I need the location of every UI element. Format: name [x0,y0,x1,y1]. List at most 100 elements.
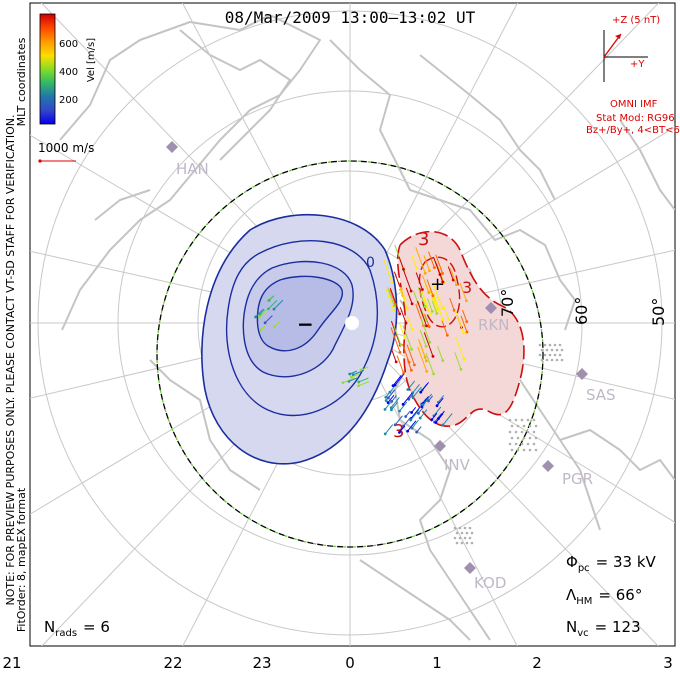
velocity-vector [454,309,465,334]
velocity-vector [434,260,444,283]
velocity-vector [415,247,426,274]
velocity-vector-origin [425,359,428,363]
coordinate-system-label: MLT coordinates [15,37,28,126]
neg-min-marker: − [297,312,314,336]
velocity-vector-origin [398,431,401,434]
radar-fov-dot [528,436,532,440]
velocity-vector [417,287,426,307]
station-label-sas: SAS [586,386,616,404]
velocity-vector-origin [465,299,468,303]
velocity-vector [390,397,400,408]
velocity-vector-origin [424,344,428,348]
radar-fov-dot [460,531,464,535]
velocity-vector-origin [415,266,418,270]
velocity-vector [406,358,412,371]
velocity-vector [390,327,401,353]
radar-count: Nrads = 6 [44,618,110,639]
station-marker-sas [576,368,588,380]
radar-fov-dot [458,536,462,540]
velocity-vector-origin [441,272,444,275]
velocity-vector-origin [392,308,396,312]
velocity-vector [411,419,419,429]
mlt-tick-23: 23 [252,654,271,672]
velocity-vector-origin [459,367,463,371]
radar-fov-dot [516,424,520,428]
velocity-vector-origin [423,271,427,275]
velocity-vector [426,279,434,296]
radar-fov-dot [553,343,557,347]
velocity-vector [407,420,417,432]
velocity-vector [422,393,433,406]
radar-fov-dot [532,430,536,434]
radar-fov-dot [548,343,552,347]
radar-fov-dot [508,442,512,446]
radar-fov-dot [555,358,559,362]
radar-fov-dot [528,424,532,428]
velocity-vector-origin [390,408,393,412]
velocity-vector-origin [441,318,445,322]
velocity-vector-origin [432,266,436,270]
velocity-vector-origin [428,312,432,316]
radar-fov-dot [514,442,518,446]
velocity-vector [425,352,435,375]
velocity-vector [402,268,412,292]
velocity-vector-origin [455,283,458,287]
radar-fov-dot [460,541,464,545]
velocity-vector-origin [413,363,416,367]
velocity-vector-origin [402,267,405,271]
velocity-vector-origin [409,289,413,293]
velocity-vector [442,413,453,426]
velocity-vector [422,275,430,293]
radar-fov-dot [545,358,549,362]
velocity-vector [394,373,405,386]
velocity-vector-origin [462,331,466,335]
velocity-vector [423,255,430,271]
velocity-vector-origin [406,388,410,391]
colorbar-tick-200: 200 [59,95,78,106]
radar-fov-dot [520,430,524,434]
velocity-vector [428,287,435,302]
velocity-vector [422,396,429,404]
station-label-han: HAN [176,160,209,178]
radar-fov-dot [528,448,532,452]
velocity-vector-origin [384,399,388,402]
colorbar-tick-600: 600 [59,39,78,50]
radar-fov-dot [508,418,512,422]
velocity-vector-origin [431,354,435,358]
velocity-vector [441,320,448,336]
neg-cell-core [256,275,344,352]
heppner-maynard-boundary [156,160,544,548]
velocity-vector-origin [415,430,419,434]
radar-fov-dot [468,536,472,540]
velocity-vector [405,287,413,304]
velocity-vector-origin [357,384,360,388]
velocity-vector-origin [425,369,429,373]
lat-label-50: 50° [649,298,668,326]
velocity-vector-origin [263,321,267,325]
radar-fov-dot [463,526,467,530]
radar-fov-dot [516,436,520,440]
neg-level-label: 0 [366,255,375,271]
velocity-vector-origin [392,304,396,307]
radar-fov-dot [465,531,469,535]
station-label-pgr: PGR [562,470,593,488]
pos-cell-inner [418,256,461,328]
radar-fov-dot [558,343,562,347]
velocity-vector-origin [389,406,393,410]
velocity-vector [402,324,413,350]
velocity-vector-origin [404,321,408,325]
mlt-tick-1: 1 [432,654,442,672]
velocity-vector [353,369,365,376]
velocity-vector-origin [410,302,414,306]
velocity-vector [391,401,399,411]
radar-fov-dot [538,353,542,357]
radar-fov-dot [520,418,524,422]
mlt-tick-22: 22 [163,654,182,672]
colorbar [39,13,56,125]
velocity-vector-origin [430,309,434,313]
radar-fov-dot [468,526,472,530]
radar-fov-dot [463,536,467,540]
velocity-vector-origin [432,372,436,376]
radar-fov-dot [516,448,520,452]
velocity-vector [390,320,401,346]
